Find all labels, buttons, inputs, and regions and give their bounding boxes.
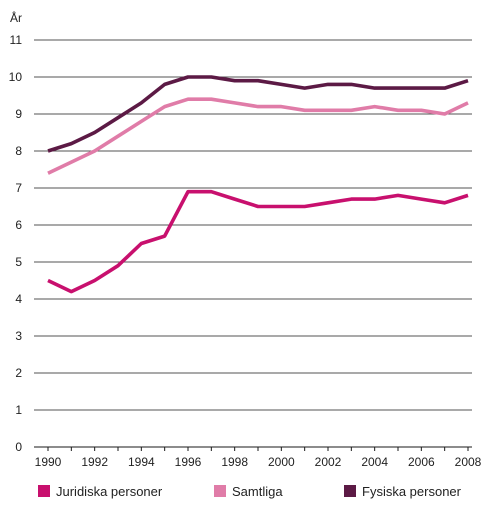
x-tick-label-2000: 2000 bbox=[268, 455, 295, 469]
legend-swatch-fysiska-personer bbox=[344, 485, 356, 497]
y-tick-label-1: 1 bbox=[15, 403, 22, 417]
legend-label-samtliga: Samtliga bbox=[232, 484, 283, 499]
legend-label-fysiska-personer: Fysiska personer bbox=[362, 484, 462, 499]
legend-swatch-juridiska-personer bbox=[38, 485, 50, 497]
x-tick-label-2008: 2008 bbox=[455, 455, 482, 469]
y-tick-label-2: 2 bbox=[15, 366, 22, 380]
y-tick-label-10: 10 bbox=[9, 70, 23, 84]
x-tick-label-1990: 1990 bbox=[35, 455, 62, 469]
y-tick-label-8: 8 bbox=[15, 144, 22, 158]
x-tick-label-2002: 2002 bbox=[315, 455, 342, 469]
y-tick-label-9: 9 bbox=[15, 107, 22, 121]
legend-swatch-samtliga bbox=[214, 485, 226, 497]
y-axis-label: År bbox=[10, 10, 22, 25]
legend-label-juridiska-personer: Juridiska personer bbox=[56, 484, 163, 499]
x-tick-label-1996: 1996 bbox=[175, 455, 202, 469]
x-tick-label-1998: 1998 bbox=[221, 455, 248, 469]
y-tick-label-3: 3 bbox=[15, 329, 22, 343]
y-tick-label-0: 0 bbox=[15, 440, 22, 454]
y-tick-label-11: 11 bbox=[10, 33, 23, 47]
x-tick-label-1994: 1994 bbox=[128, 455, 155, 469]
y-tick-label-7: 7 bbox=[15, 181, 22, 195]
series-lines bbox=[47, 75, 469, 294]
series-line-fysiska-personer bbox=[47, 75, 469, 153]
series-line-juridiska-personer bbox=[47, 189, 469, 294]
y-tick-label-5: 5 bbox=[15, 255, 22, 269]
y-tick-label-6: 6 bbox=[15, 218, 22, 232]
x-tick-label-2004: 2004 bbox=[361, 455, 388, 469]
x-tick-label-2006: 2006 bbox=[408, 455, 435, 469]
legend: Juridiska personer Samtliga Fysiska person… bbox=[38, 484, 462, 499]
x-tick-label-1992: 1992 bbox=[81, 455, 108, 469]
axes: 0 1 2 3 4 5 6 7 8 9 10 11 År 1990 1992 1994 1996 1998 2000… bbox=[9, 10, 482, 469]
y-tick-label-4: 4 bbox=[15, 292, 22, 306]
grid-lines bbox=[34, 39, 472, 411]
series-line-samtliga bbox=[47, 97, 469, 175]
